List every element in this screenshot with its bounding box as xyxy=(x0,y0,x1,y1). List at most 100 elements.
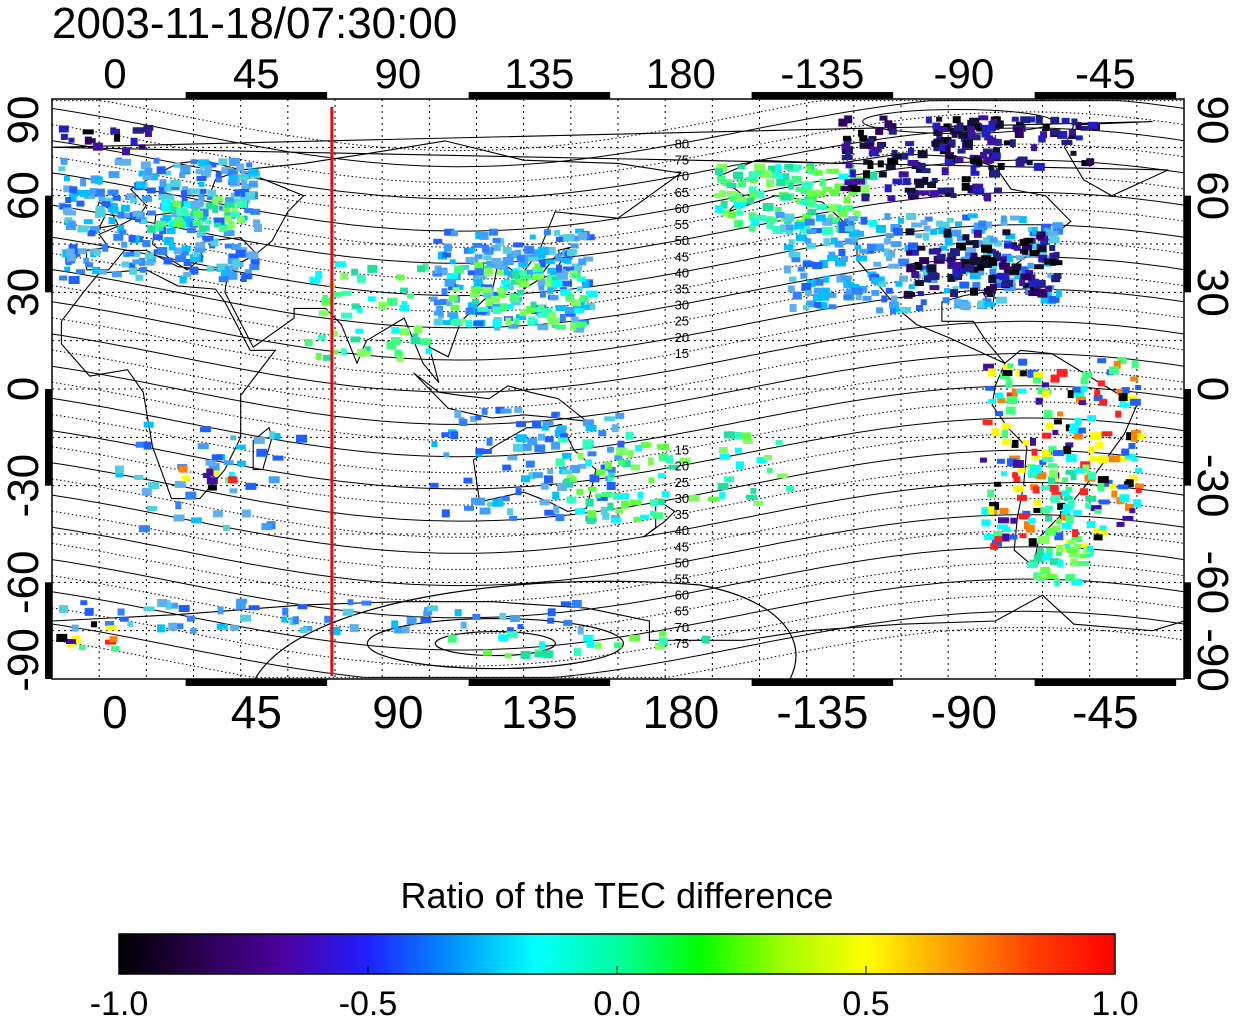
tec-cell xyxy=(115,472,124,478)
contour-label-north: 30 xyxy=(675,298,689,313)
tec-cell xyxy=(999,262,1010,270)
tec-cell xyxy=(117,211,125,219)
tec-cell xyxy=(175,255,187,263)
tec-cell xyxy=(1022,244,1033,251)
tec-cell xyxy=(944,187,955,194)
tec-cell xyxy=(223,460,234,466)
tec-cell xyxy=(942,297,950,304)
tec-cell xyxy=(936,253,946,261)
tec-cell xyxy=(574,508,585,515)
tec-cell xyxy=(933,144,940,152)
tec-cell xyxy=(1006,458,1017,467)
tec-cell xyxy=(888,128,897,135)
tec-cell xyxy=(1042,382,1049,388)
tec-cell xyxy=(969,256,981,265)
tec-cell xyxy=(322,354,332,361)
tec-cell xyxy=(990,542,999,550)
tec-cell xyxy=(794,222,805,229)
tec-cell xyxy=(64,266,71,272)
tec-cell xyxy=(205,219,212,225)
tec-cell xyxy=(84,607,94,616)
tec-cell xyxy=(500,303,508,312)
tec-cell xyxy=(303,625,313,631)
tec-cell xyxy=(918,190,930,196)
bottom-lon-label: 135 xyxy=(501,686,578,738)
tec-cell xyxy=(563,234,575,241)
tec-cell xyxy=(495,406,505,414)
tec-cell xyxy=(916,305,923,311)
tec-cell xyxy=(907,249,919,256)
tec-cell xyxy=(756,457,767,464)
tec-cell xyxy=(224,197,234,204)
contour-line xyxy=(52,224,1184,297)
tec-cell xyxy=(173,162,181,168)
tec-cell xyxy=(1099,530,1108,536)
tec-cell xyxy=(875,224,886,233)
tec-cell xyxy=(815,214,826,222)
tec-cell xyxy=(486,437,493,446)
tec-cell xyxy=(527,438,538,446)
tec-cell xyxy=(562,266,574,272)
tec-cell xyxy=(102,243,109,252)
tec-cell xyxy=(738,180,746,188)
tec-cell xyxy=(885,233,894,239)
tec-cell xyxy=(955,221,962,227)
tec-cell xyxy=(66,224,76,230)
tec-cell xyxy=(991,152,1001,160)
tec-cell xyxy=(1057,502,1066,510)
tec-cell xyxy=(168,184,180,191)
tec-cell xyxy=(835,258,846,267)
tec-cell xyxy=(1070,472,1077,481)
tec-cell xyxy=(806,242,816,249)
tec-cell xyxy=(1065,574,1076,581)
tec-cell xyxy=(978,220,987,228)
tec-cell xyxy=(997,398,1006,403)
tec-cell xyxy=(245,482,257,490)
tec-cell xyxy=(447,272,458,279)
tec-cell xyxy=(134,474,144,480)
tec-cell xyxy=(1020,273,1032,281)
tec-cell xyxy=(1074,417,1082,426)
tec-cell xyxy=(1046,574,1058,579)
tec-cell xyxy=(125,251,135,257)
tec-cell xyxy=(1036,574,1048,580)
tec-cell xyxy=(768,217,778,223)
tec-cell xyxy=(814,301,822,308)
tec-cell xyxy=(791,257,801,263)
tec-cell xyxy=(68,244,78,252)
contour-value-labels: 8075706560555045403530252015152025303540… xyxy=(675,136,689,650)
tec-cell xyxy=(1072,529,1079,538)
tec-cell xyxy=(420,617,432,624)
tec-cell xyxy=(509,515,518,521)
tec-cell xyxy=(545,278,553,287)
tec-cell xyxy=(897,217,904,224)
tec-cell xyxy=(510,300,521,306)
tec-cell xyxy=(547,469,554,474)
tec-cell xyxy=(1075,121,1082,130)
tec-cell xyxy=(838,173,849,180)
tec-cell xyxy=(585,459,593,467)
tec-cell xyxy=(228,476,238,484)
tec-cell xyxy=(76,269,85,275)
tec-cell xyxy=(1002,438,1012,445)
tec-cell xyxy=(960,135,969,142)
tec-cell xyxy=(68,137,75,143)
tec-cell xyxy=(95,213,101,218)
tec-cell xyxy=(911,222,923,228)
tec-cell xyxy=(841,155,853,160)
contour-label-north: 40 xyxy=(675,265,689,280)
tec-cell xyxy=(817,302,828,310)
tec-cell xyxy=(482,289,494,298)
tec-cell xyxy=(1124,454,1136,459)
tec-cell xyxy=(715,168,723,176)
tec-cell xyxy=(995,296,1007,304)
tec-cell xyxy=(534,263,541,270)
tec-cell xyxy=(220,270,229,277)
tec-cell xyxy=(59,605,68,614)
tec-cell xyxy=(656,443,664,450)
tec-cell xyxy=(571,273,581,279)
tec-cell xyxy=(668,464,679,470)
tec-cell xyxy=(1073,433,1083,440)
south-pole-contour-middle xyxy=(366,617,624,670)
tec-cell xyxy=(970,166,977,173)
